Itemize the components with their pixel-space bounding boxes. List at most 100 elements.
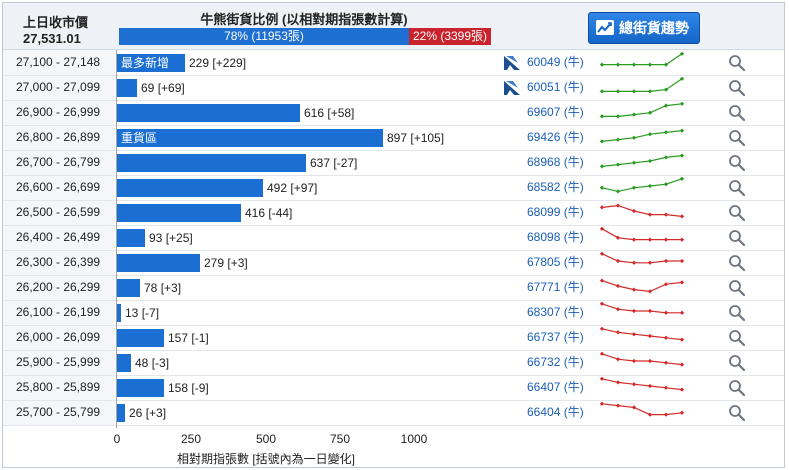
outstanding-bar[interactable] bbox=[117, 229, 145, 247]
bar-value-number: 416 bbox=[245, 206, 266, 220]
trend-sparkline bbox=[599, 52, 685, 67]
magnifier-icon[interactable] bbox=[728, 54, 746, 72]
sparkline-point bbox=[615, 162, 621, 167]
magnifier-icon[interactable] bbox=[728, 229, 746, 247]
magnifier-icon[interactable] bbox=[728, 354, 746, 372]
warrant-code-link[interactable]: 66732 (牛) bbox=[527, 355, 584, 369]
x-tick-label: 750 bbox=[329, 432, 351, 446]
warrant-issuer-icon bbox=[504, 56, 520, 70]
magnifier-icon[interactable] bbox=[728, 154, 746, 172]
sparkline-point bbox=[599, 139, 605, 144]
sparkline-point bbox=[631, 160, 637, 165]
magnifier-icon[interactable] bbox=[728, 104, 746, 122]
sparkline-line bbox=[601, 204, 683, 217]
outstanding-bar[interactable] bbox=[117, 204, 241, 222]
sparkline-point bbox=[679, 280, 685, 285]
warrant-code-link[interactable]: 66404 (牛) bbox=[527, 405, 584, 419]
warrant-code-link[interactable]: 68968 (牛) bbox=[527, 155, 584, 169]
outstanding-bar[interactable] bbox=[117, 179, 263, 197]
trend-sparkline bbox=[599, 227, 685, 242]
sparkline-point bbox=[615, 258, 621, 264]
magnifier-icon[interactable] bbox=[728, 379, 746, 397]
magnifier-icon[interactable] bbox=[728, 404, 746, 422]
bar-change-label: [-44] bbox=[265, 206, 293, 220]
bar-value-number: 492 bbox=[267, 181, 288, 195]
sparkline-point bbox=[647, 89, 653, 94]
outstanding-bar[interactable] bbox=[117, 79, 137, 97]
magnifier-icon[interactable] bbox=[728, 129, 746, 147]
row-divider bbox=[3, 225, 784, 226]
bar-change-label: [-1] bbox=[188, 331, 209, 345]
sparkline-point bbox=[631, 208, 637, 214]
sparkline-point bbox=[599, 327, 605, 331]
x-tick-label: 250 bbox=[180, 432, 202, 446]
warrant-code-link[interactable]: 69607 (牛) bbox=[527, 105, 584, 119]
range-column bbox=[3, 50, 115, 426]
row-divider bbox=[3, 275, 784, 276]
bar-value-label: 157 [-1] bbox=[168, 329, 209, 347]
sparkline-point bbox=[647, 412, 653, 417]
sparkline-point bbox=[663, 360, 669, 365]
outstanding-bar[interactable] bbox=[117, 404, 125, 422]
magnifier-icon[interactable] bbox=[728, 329, 746, 347]
outstanding-bar[interactable]: 重貨區 bbox=[117, 129, 383, 147]
bar-value-label: 897 [+105] bbox=[387, 129, 444, 147]
bar-value-label: 416 [-44] bbox=[245, 204, 292, 222]
strike-range-label: 27,100 - 27,148 bbox=[16, 55, 101, 69]
warrant-code-link[interactable]: 69426 (牛) bbox=[527, 130, 584, 144]
outstanding-bar[interactable] bbox=[117, 279, 140, 297]
sparkline-point bbox=[647, 333, 653, 339]
outstanding-bar[interactable]: 最多新增 bbox=[117, 54, 185, 72]
total-outstanding-trend-button[interactable]: 總街貨趨勢 bbox=[588, 12, 700, 44]
sparkline-point bbox=[631, 135, 637, 140]
sparkline-line bbox=[602, 78, 683, 92]
warrant-code-link[interactable]: 66737 (牛) bbox=[527, 330, 584, 344]
sparkline-point bbox=[663, 182, 669, 187]
row-divider bbox=[3, 200, 784, 201]
sparkline-point bbox=[663, 130, 669, 135]
magnifier-icon[interactable] bbox=[728, 254, 746, 272]
sparkline-point bbox=[631, 62, 637, 67]
line-chart-icon bbox=[596, 20, 614, 35]
sparkline-point bbox=[663, 310, 669, 315]
warrant-code-link[interactable]: 68098 (牛) bbox=[527, 230, 584, 244]
magnifier-icon[interactable] bbox=[728, 204, 746, 222]
warrant-code-link[interactable]: 68582 (牛) bbox=[527, 180, 584, 194]
magnifier-icon[interactable] bbox=[728, 304, 746, 322]
sparkline-point bbox=[615, 114, 621, 119]
warrant-code-link[interactable]: 66407 (牛) bbox=[527, 380, 584, 394]
sparkline-point bbox=[647, 289, 653, 294]
sparkline-point bbox=[647, 183, 653, 189]
sparkline-point bbox=[599, 302, 605, 306]
warrant-code-link[interactable]: 60049 (牛) bbox=[527, 55, 584, 69]
bar-change-label: [-27] bbox=[330, 156, 358, 170]
warrant-code-link[interactable]: 68099 (牛) bbox=[527, 205, 584, 219]
warrant-code-link[interactable]: 67805 (牛) bbox=[527, 255, 584, 269]
bar-change-label: [+3] bbox=[142, 406, 167, 420]
sparkline-line bbox=[601, 378, 683, 391]
sparkline-point bbox=[647, 260, 653, 265]
strike-range-label: 26,100 - 26,199 bbox=[16, 305, 101, 319]
magnifier-icon[interactable] bbox=[728, 279, 746, 297]
sparkline-point bbox=[631, 332, 637, 337]
sparkline-point bbox=[647, 132, 653, 137]
magnifier-icon[interactable] bbox=[728, 179, 746, 197]
sparkline-point bbox=[599, 227, 605, 231]
sparkline-point bbox=[631, 185, 637, 190]
outstanding-bar[interactable] bbox=[117, 379, 164, 397]
strike-range-label: 26,000 - 26,099 bbox=[16, 330, 101, 344]
outstanding-bar[interactable] bbox=[117, 104, 300, 122]
outstanding-bar[interactable] bbox=[117, 154, 306, 172]
sparkline-point bbox=[631, 89, 637, 94]
trend-sparkline bbox=[599, 177, 685, 194]
warrant-code-link[interactable]: 67771 (牛) bbox=[527, 280, 584, 294]
outstanding-bar[interactable] bbox=[117, 304, 121, 322]
warrant-code-link[interactable]: 68307 (牛) bbox=[527, 305, 584, 319]
outstanding-bar[interactable] bbox=[117, 254, 200, 272]
sparkline-point bbox=[599, 402, 605, 406]
outstanding-bar[interactable] bbox=[117, 354, 131, 372]
outstanding-bar[interactable] bbox=[117, 329, 164, 347]
warrant-code-link[interactable]: 60051 (牛) bbox=[527, 80, 584, 94]
bar-value-number: 13 bbox=[125, 306, 139, 320]
magnifier-icon[interactable] bbox=[728, 79, 746, 97]
